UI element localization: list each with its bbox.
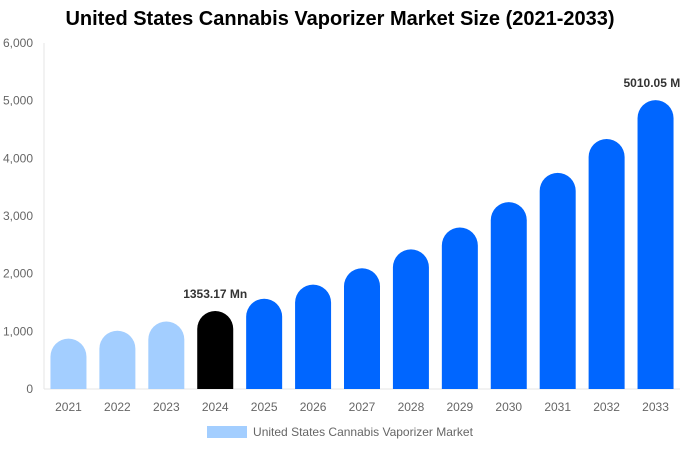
bar-2030[interactable]: [490, 202, 527, 389]
data-label-2033: 5010.05 Mn: [624, 76, 680, 90]
data-label-2024: 1353.17 Mn: [183, 287, 247, 301]
legend-label: United States Cannabis Vaporizer Market: [253, 425, 473, 439]
y-tick-label: 5,000: [3, 94, 33, 108]
bar-2026[interactable]: [295, 284, 332, 389]
x-tick-label: 2025: [251, 400, 278, 414]
x-tick-label: 2032: [593, 400, 620, 414]
bar-2028[interactable]: [392, 249, 429, 389]
x-tick-label: 2021: [55, 400, 82, 414]
x-tick-label: 2031: [544, 400, 571, 414]
bar-2021[interactable]: [50, 338, 87, 389]
legend[interactable]: United States Cannabis Vaporizer Market: [0, 425, 680, 439]
x-tick-label: 2022: [104, 400, 131, 414]
legend-swatch: [207, 426, 248, 438]
bar-2023[interactable]: [148, 321, 185, 389]
bar-2024[interactable]: [197, 310, 234, 389]
y-tick-label: 6,000: [3, 36, 33, 50]
chart-title: United States Cannabis Vaporizer Market …: [65, 8, 615, 30]
x-tick-label: 2028: [398, 400, 425, 414]
x-tick-label: 2023: [153, 400, 180, 414]
y-tick-label: 2,000: [3, 267, 33, 281]
y-tick-label: 3,000: [3, 209, 33, 223]
x-tick-label: 2029: [446, 400, 473, 414]
y-tick-label: 4,000: [3, 151, 33, 165]
bar-2029[interactable]: [441, 227, 478, 389]
y-tick-label: 1,000: [3, 324, 33, 338]
bar-2031[interactable]: [539, 172, 576, 389]
bar-2022[interactable]: [99, 330, 136, 389]
x-tick-label: 2027: [349, 400, 376, 414]
y-tick-label: 0: [26, 382, 33, 396]
x-tick-label: 2024: [202, 400, 229, 414]
x-tick-label: 2030: [495, 400, 522, 414]
x-tick-label: 2033: [642, 400, 669, 414]
bar-2027[interactable]: [344, 268, 380, 389]
x-tick-label: 2026: [300, 400, 327, 414]
bar-2033[interactable]: [637, 100, 674, 389]
bar-2025[interactable]: [246, 298, 283, 389]
bar-2032[interactable]: [588, 139, 625, 389]
